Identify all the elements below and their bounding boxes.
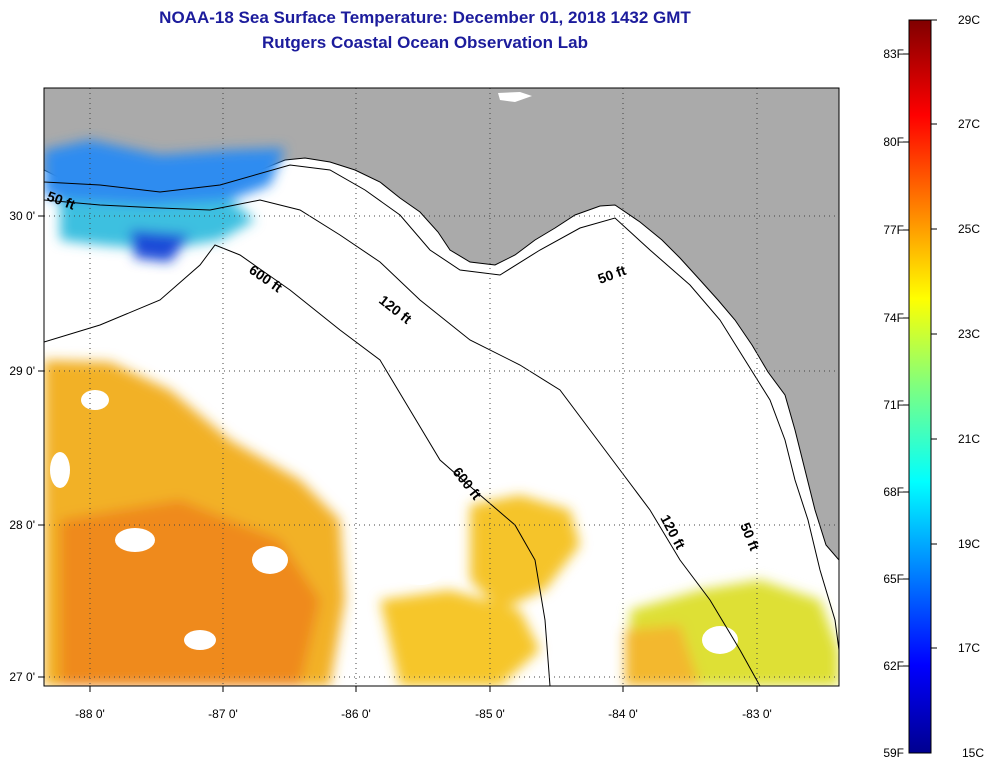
contour-600ft [44, 244, 551, 686]
colorbar-c-label: 25C [958, 222, 980, 236]
lon-label: -87 0' [208, 707, 238, 721]
colorbar-f-label: 59F [883, 746, 904, 760]
lon-label: -83 0' [742, 707, 772, 721]
colorbar-f-label: 71F [883, 398, 904, 412]
colorbar-c-label: 27C [958, 117, 980, 131]
lat-label: 30 0' [9, 209, 35, 223]
colorbar-c-label: 15C [962, 746, 984, 760]
colorbar-f-label: 68F [883, 485, 904, 499]
colorbar-f-label: 74F [883, 311, 904, 325]
warm-sst-region [44, 360, 839, 686]
colorbar-f-label: 83F [883, 47, 904, 61]
colorbar [908, 19, 932, 754]
colorbar-f-label: 77F [883, 223, 904, 237]
contour-50ft [44, 164, 839, 651]
map-border [43, 87, 840, 687]
land-mass [44, 88, 839, 560]
colorbar-c-label: 23C [958, 327, 980, 341]
lon-label: -84 0' [608, 707, 638, 721]
lon-label: -88 0' [75, 707, 105, 721]
contour-120ft [44, 199, 761, 686]
colorbar-f-label: 65F [883, 572, 904, 586]
lat-label: 28 0' [9, 518, 35, 532]
lat-label: 29 0' [9, 364, 35, 378]
map-subtitle: Rutgers Coastal Ocean Observation Lab [262, 33, 588, 52]
colorbar-c-label: 19C [958, 537, 980, 551]
island [498, 92, 532, 102]
colorbar-ticks [903, 19, 937, 667]
map-title: NOAA-18 Sea Surface Temperature: Decembe… [159, 8, 691, 27]
colorbar-f-label: 80F [883, 135, 904, 149]
lon-label: -85 0' [475, 707, 505, 721]
cool-sst-region [44, 140, 285, 262]
colorbar-c-label: 21C [958, 432, 980, 446]
tick-marks [38, 215, 758, 692]
lat-label: 27 0' [9, 670, 35, 684]
colorbar-f-label: 62F [883, 659, 904, 673]
colorbar-c-label: 29C [958, 13, 980, 27]
lon-label: -86 0' [341, 707, 371, 721]
colorbar-c-label: 17C [958, 641, 980, 655]
cloud-gaps [50, 390, 738, 654]
